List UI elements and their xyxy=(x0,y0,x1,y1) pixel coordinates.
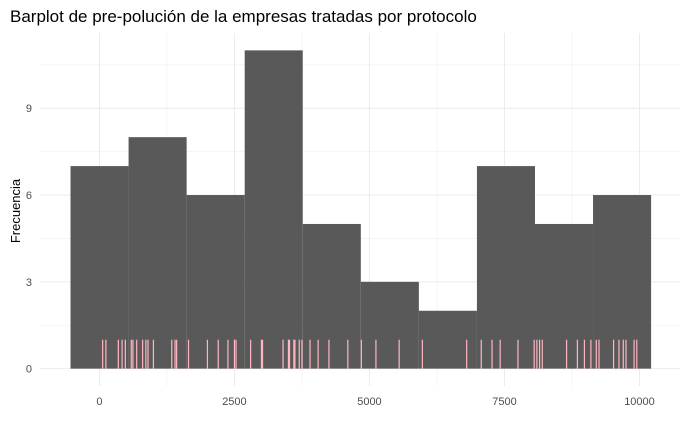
histogram-bar xyxy=(128,137,187,369)
histogram-bar xyxy=(476,166,535,369)
x-tick-label: 7500 xyxy=(492,396,516,408)
rug-marks xyxy=(102,339,638,369)
histogram-bars xyxy=(70,50,652,369)
histogram-bar xyxy=(360,281,419,369)
histogram-bar xyxy=(534,223,594,369)
x-tick-label: 10000 xyxy=(624,396,655,408)
histogram-bar xyxy=(70,166,129,369)
chart-title: Barplot de pre-polución de la empresas t… xyxy=(10,7,477,26)
y-tick-label: 0 xyxy=(26,364,32,376)
histogram-bar xyxy=(418,310,477,369)
x-axis-ticks: 0 2500 5000 7500 10000 xyxy=(96,396,654,408)
y-tick-label: 6 xyxy=(26,190,32,202)
y-axis-ticks: 0 3 6 9 xyxy=(26,103,32,375)
histogram-bar xyxy=(593,195,652,369)
histogram-bar xyxy=(302,223,361,369)
y-tick-label: 3 xyxy=(26,277,32,289)
y-axis-title: Frecuencia xyxy=(8,178,23,243)
histogram-bar xyxy=(244,50,303,369)
y-tick-label: 9 xyxy=(26,103,32,115)
x-tick-label: 5000 xyxy=(357,396,381,408)
x-tick-label: 2500 xyxy=(222,396,246,408)
x-tick-label: 0 xyxy=(96,396,102,408)
